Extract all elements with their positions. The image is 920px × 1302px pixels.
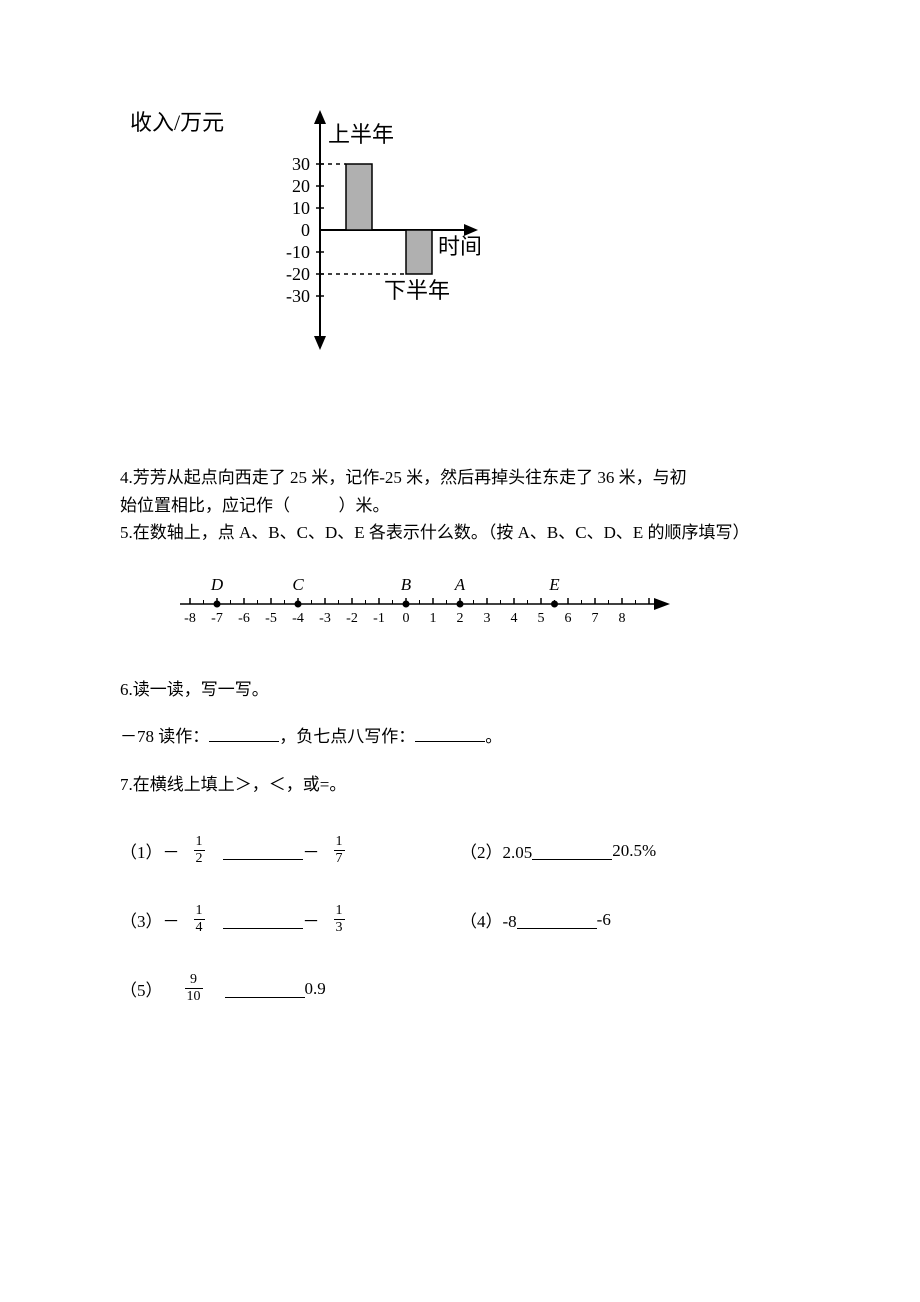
number-line: -8 -7 -6 -5 -4 -3 -2 -1 0 1 2 3 4 5 6 7 … (160, 564, 800, 649)
number-line-svg: -8 -7 -6 -5 -4 -3 -2 -1 0 1 2 3 4 5 6 7 … (160, 564, 680, 644)
q6-mid: ，负七点八写作： (279, 727, 415, 746)
question-6-title: 6.读一读，写一写。 (120, 677, 800, 703)
q6-end: 。 (485, 727, 502, 746)
svg-text:1: 1 (430, 611, 437, 626)
blank-read-as[interactable] (209, 724, 279, 742)
svg-text:0: 0 (403, 611, 410, 626)
svg-text:4: 4 (511, 611, 518, 626)
point-C: C (292, 575, 304, 594)
svg-text:-7: -7 (211, 611, 223, 626)
question-4-line1: 4.芳芳从起点向西走了 25 米，记作-25 米，然后再掉头往东走了 36 米，… (120, 465, 800, 491)
point-B: B (401, 575, 412, 594)
svg-text:6: 6 (565, 611, 572, 626)
q7-4-label: （4）-8 (460, 907, 517, 932)
q7-item-2: （2）2.05 20.5% (460, 838, 656, 863)
svg-text:3: 3 (484, 611, 491, 626)
point-E: E (548, 575, 560, 594)
q7-row-5: （5） 910 0.9 (120, 973, 800, 1004)
ytick-0: 0 (301, 220, 310, 240)
svg-text:-8: -8 (184, 611, 196, 626)
q7-5-rhs: 0.9 (305, 979, 326, 999)
bar-second-half (406, 230, 432, 274)
q4-text-a: 始位置相比，应记作（ (120, 496, 290, 515)
svg-text:2: 2 (457, 611, 464, 626)
svg-text:-5: -5 (265, 611, 277, 626)
question-4-line2: 始位置相比，应记作（ ）米。 (120, 493, 800, 519)
y-axis-label: 收入/万元 (130, 110, 224, 135)
fraction-1-7: 17 (334, 835, 345, 866)
q7-row-3-4: （3）－ 14 － 13 （4）-8 -6 (120, 904, 800, 935)
svg-text:7: 7 (592, 611, 599, 626)
svg-text:-4: -4 (292, 611, 304, 626)
svg-text:-6: -6 (238, 611, 250, 626)
question-7-title: 7.在横线上填上＞，＜，或=。 (120, 772, 800, 798)
fraction-9-10: 910 (185, 973, 203, 1004)
svg-text:8: 8 (619, 611, 626, 626)
label-second-half: 下半年 (384, 278, 450, 303)
point-D: D (210, 575, 224, 594)
q7-2-label: （2）2.05 (460, 838, 532, 863)
q7-5-label: （5） (120, 976, 163, 1001)
ytick-n30: -30 (286, 286, 310, 306)
ytick-n20: -20 (286, 264, 310, 284)
point-A: A (454, 575, 466, 594)
question-6-body: －78 读作： ，负七点八写作： 。 (120, 724, 800, 750)
q7-item-1: （1）－ 12 － 17 (120, 835, 460, 866)
svg-text:-2: -2 (346, 611, 358, 626)
blank-compare-2[interactable] (532, 842, 612, 860)
q7-4-rhs: -6 (597, 910, 611, 930)
q7-row-1-2: （1）－ 12 － 17 （2）2.05 20.5% (120, 835, 800, 866)
q7-2-rhs: 20.5% (612, 841, 656, 861)
income-bar-chart: 30 20 10 0 -10 -20 -30 收入/万元 上半年 时 (120, 80, 800, 395)
blank-compare-5[interactable] (225, 980, 305, 998)
income-chart-svg: 30 20 10 0 -10 -20 -30 收入/万元 上半年 时 (120, 80, 480, 390)
blank-compare-3[interactable] (223, 911, 303, 929)
ytick-n10: -10 (286, 242, 310, 262)
question-5-text: 5.在数轴上，点 A、B、C、D、E 各表示什么数。（按 A、B、C、D、E 的… (120, 520, 800, 546)
blank-write-as[interactable] (415, 724, 485, 742)
q7-3-mid: － (303, 907, 320, 932)
q7-item-5: （5） 910 0.9 (120, 973, 326, 1004)
q7-item-3: （3）－ 14 － 13 (120, 904, 460, 935)
fraction-1-4: 14 (194, 904, 205, 935)
label-first-half: 上半年 (328, 122, 394, 147)
q6-part1: －78 读作： (120, 727, 209, 746)
ytick-10: 10 (292, 198, 310, 218)
svg-text:-1: -1 (373, 611, 385, 626)
q4-text-b: ）米。 (339, 496, 390, 515)
blank-compare-1[interactable] (223, 842, 303, 860)
x-axis-label: 时间 (438, 234, 480, 259)
q7-item-4: （4）-8 -6 (460, 907, 611, 932)
q7-3-label: （3）－ (120, 907, 180, 932)
q7-1-mid: － (303, 838, 320, 863)
svg-text:-3: -3 (319, 611, 331, 626)
ytick-20: 20 (292, 176, 310, 196)
blank-compare-4[interactable] (517, 911, 597, 929)
bar-first-half (346, 164, 372, 230)
fraction-1-3: 13 (334, 904, 345, 935)
svg-text:5: 5 (538, 611, 545, 626)
ytick-30: 30 (292, 154, 310, 174)
q7-1-label: （1）－ (120, 838, 180, 863)
fraction-1-2: 12 (194, 835, 205, 866)
